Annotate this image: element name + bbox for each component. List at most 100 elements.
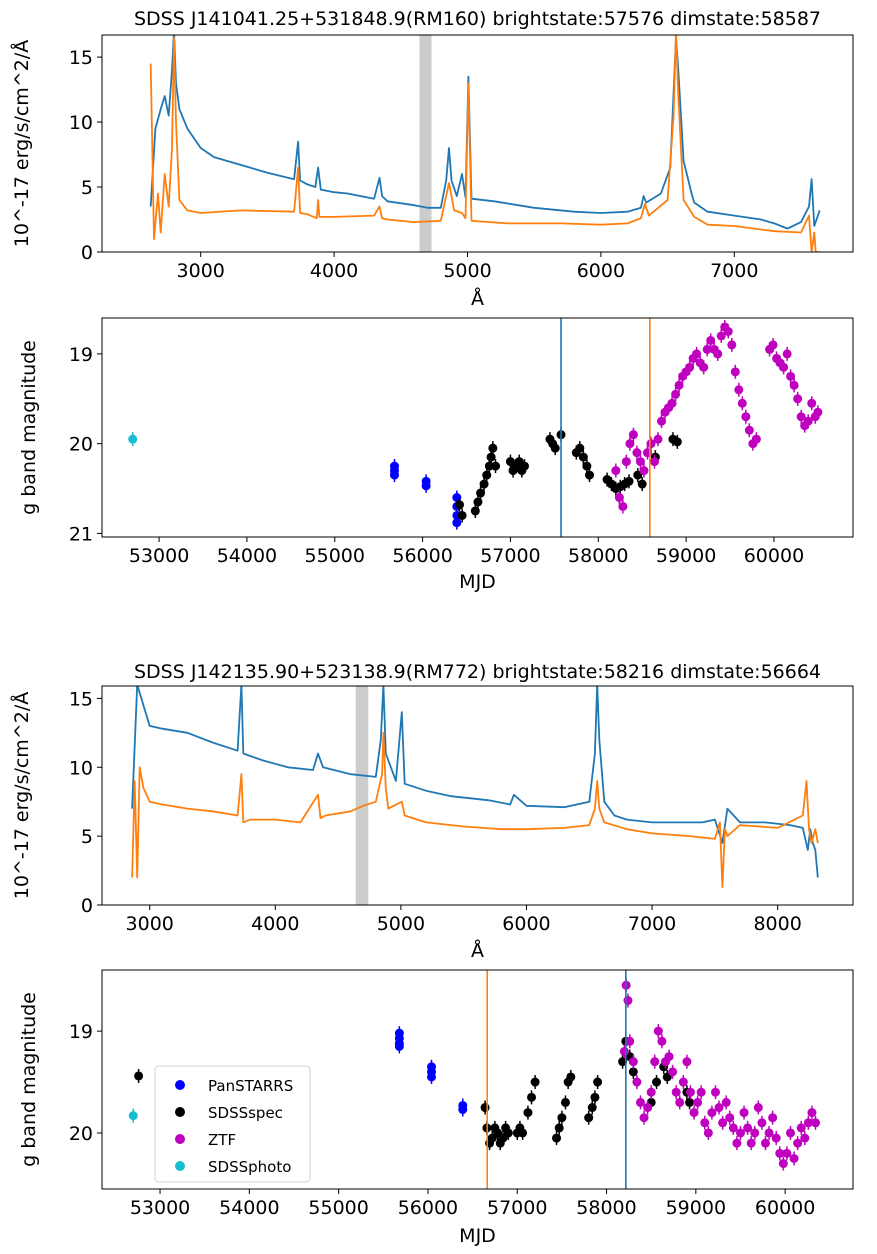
data-point-ZTF — [632, 448, 642, 458]
data-point-ZTF — [782, 349, 792, 359]
data-point-PanSTARRS — [421, 481, 431, 491]
data-point-SDSSspec — [593, 1077, 603, 1087]
x-tick-label: 57000 — [480, 545, 540, 567]
y-axis-label: g band magnitude — [18, 992, 40, 1167]
data-point-SDSSspec — [488, 443, 498, 453]
y-tick-label: 19 — [69, 344, 93, 366]
y-tick-label: 15 — [69, 47, 93, 69]
data-point-ZTF — [739, 1108, 749, 1118]
plot-area — [128, 318, 823, 537]
data-point-ZTF — [810, 1118, 820, 1128]
data-point-SDSSspec — [584, 1113, 594, 1123]
data-point-ZTF — [744, 425, 754, 435]
x-tick-label: 3000 — [126, 913, 174, 935]
data-point-ZTF — [803, 1118, 813, 1128]
data-point-ZTF — [732, 1138, 742, 1148]
x-tick-label: 6000 — [502, 913, 550, 935]
data-point-SDSSspec — [530, 1077, 540, 1087]
data-point-ZTF — [653, 1026, 663, 1036]
data-point-ZTF — [653, 434, 663, 444]
data-point-ZTF — [725, 1113, 735, 1123]
data-point-SDSSspec — [637, 479, 647, 489]
data-point-ZTF — [635, 457, 645, 467]
data-point-ZTF — [796, 412, 806, 422]
data-point-ZTF — [671, 1087, 681, 1097]
data-point-ZTF — [703, 1128, 713, 1138]
data-point-ZTF — [707, 1108, 717, 1118]
data-point-ZTF — [635, 1097, 645, 1107]
data-point-ZTF — [700, 1118, 710, 1128]
data-point-ZTF — [778, 1159, 788, 1169]
data-point-ZTF — [623, 996, 633, 1006]
axes-frame — [101, 685, 854, 906]
data-point-ZTF — [807, 1108, 817, 1118]
data-point-SDSSspec — [527, 1092, 537, 1102]
legend: PanSTARRS SDSSspec ZTF SDSSphoto — [154, 1065, 311, 1183]
data-point-PanSTARRS — [427, 1072, 437, 1082]
y-tick-label: 10 — [69, 112, 93, 134]
x-tick-label: 58000 — [568, 545, 628, 567]
data-point-ZTF — [782, 1148, 792, 1158]
data-point-ZTF — [785, 1128, 795, 1138]
data-point-ZTF — [657, 416, 667, 426]
x-tick-label: 55000 — [308, 1197, 368, 1219]
data-point-ZTF — [614, 493, 624, 503]
data-point-SDSSspec — [672, 437, 682, 447]
data-point-ZTF — [621, 457, 631, 467]
x-tick-label: 6000 — [577, 260, 625, 282]
chart-title: SDSS J141041.25+531848.9(RM160) brightst… — [134, 8, 821, 30]
data-point-SDSSspec — [503, 1128, 513, 1138]
data-point-ZTF — [723, 326, 733, 336]
x-tick-label: 56000 — [392, 545, 452, 567]
x-tick-label: 60000 — [755, 1197, 815, 1219]
x-tick-label: 53000 — [130, 1197, 190, 1219]
data-point-SDSSspec — [584, 470, 594, 480]
data-point-ZTF — [650, 1057, 660, 1067]
data-point-ZTF — [668, 1067, 678, 1077]
chart-title: SDSS J142135.90+523138.9(RM772) brightst… — [134, 661, 821, 683]
axes-frame — [101, 317, 854, 538]
data-point-ZTF — [757, 1118, 767, 1128]
data-point-SDSSspec — [566, 1072, 576, 1082]
x-tick-label: 57000 — [487, 1197, 547, 1219]
data-point-ZTF — [692, 349, 702, 359]
data-point-ZTF — [789, 1153, 799, 1163]
plot-area — [149, 35, 821, 252]
y-tick-label: 15 — [69, 688, 93, 710]
data-point-SDSSspec — [554, 1123, 564, 1133]
data-point-ZTF — [716, 331, 726, 341]
data-point-SDSSspec — [454, 500, 464, 510]
data-point-ZTF — [779, 362, 789, 372]
axes-frame — [101, 34, 854, 253]
legend-marker-SDSSphoto — [175, 1161, 185, 1171]
data-point-ZTF — [685, 362, 695, 372]
data-point-ZTF — [682, 1057, 692, 1067]
data-point-ZTF — [678, 1077, 688, 1087]
x-tick-label: 3000 — [177, 260, 225, 282]
data-point-ZTF — [706, 335, 716, 345]
x-axis-label: MJD — [459, 1225, 496, 1247]
x-tick-label: 59000 — [656, 545, 716, 567]
legend-box — [154, 1065, 311, 1183]
data-point-ZTF — [649, 457, 659, 467]
data-point-ZTF — [768, 1113, 778, 1123]
data-point-SDSSspec — [587, 1103, 597, 1113]
data-point-ZTF — [646, 439, 656, 449]
data-point-SDSSspec — [476, 488, 486, 498]
x-axis-label: Å — [471, 939, 484, 962]
data-point-ZTF — [713, 349, 723, 359]
data-point-ZTF — [632, 1077, 642, 1087]
data-point-ZTF — [619, 1046, 629, 1056]
x-tick-label: 4000 — [310, 260, 358, 282]
data-point-ZTF — [786, 371, 796, 381]
axes-frame — [101, 969, 854, 1190]
data-point-PanSTARRS — [389, 470, 399, 480]
data-point-ZTF — [789, 380, 799, 390]
data-point-SDSSspec — [575, 443, 585, 453]
x-tick-label: 56000 — [398, 1197, 458, 1219]
data-point-SDSSspec — [560, 1097, 570, 1107]
data-point-PanSTARRS — [458, 1105, 468, 1115]
data-point-SDSSphoto — [128, 434, 138, 444]
data-point-SDSSspec — [618, 1057, 628, 1067]
data-point-ZTF — [611, 466, 621, 476]
